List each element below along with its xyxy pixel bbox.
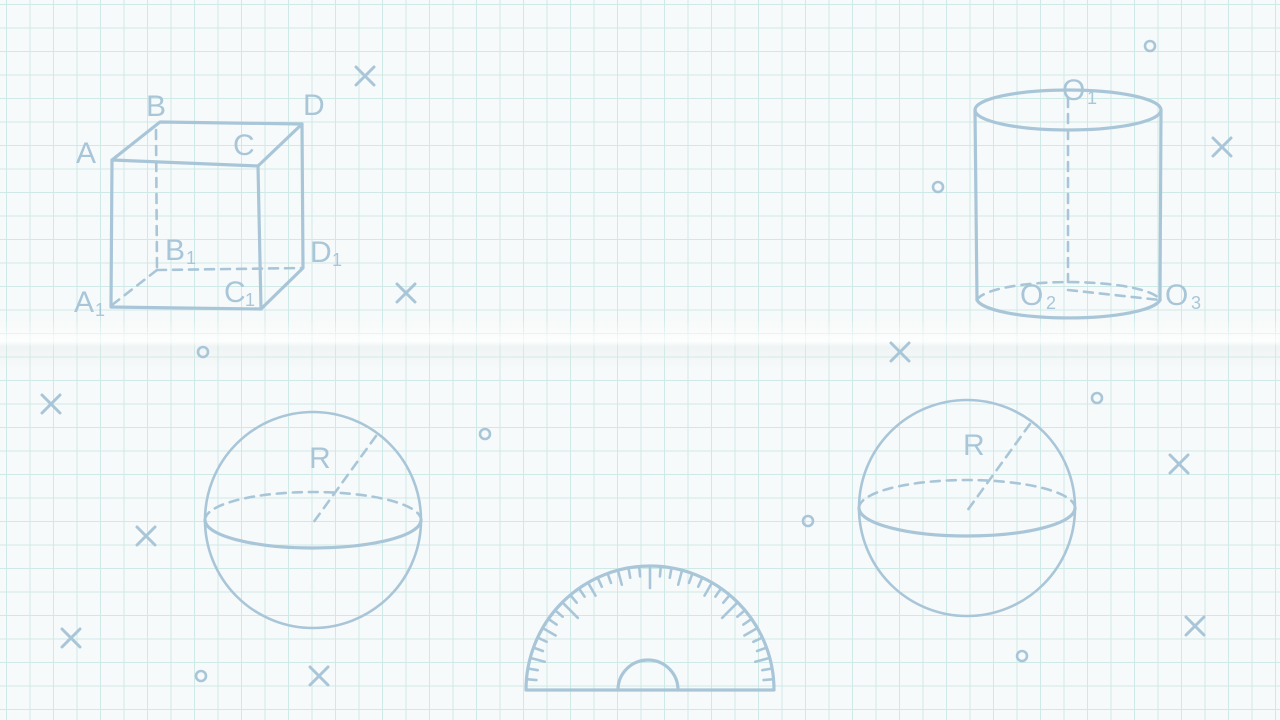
protractor-tick bbox=[568, 593, 579, 605]
protractor-tick bbox=[735, 608, 747, 619]
protractor-tick bbox=[547, 617, 558, 626]
cylinder-label-o2-sub: 2 bbox=[1046, 293, 1056, 313]
protractor-tick bbox=[676, 568, 684, 587]
cylinder-label-o2: O bbox=[1020, 279, 1043, 312]
cube-label-a: A bbox=[76, 137, 96, 170]
protractor-tick bbox=[703, 581, 714, 597]
cube-label-d: D bbox=[303, 89, 325, 122]
cube-label-a1: A bbox=[74, 286, 94, 319]
protractor-tick bbox=[586, 581, 597, 597]
cube-label-c1-sub: 1 bbox=[245, 290, 255, 310]
protractor-tick bbox=[528, 656, 547, 664]
protractor-tick bbox=[760, 667, 774, 672]
cube-label-d1: D bbox=[310, 236, 332, 269]
protractor-tick bbox=[532, 646, 545, 653]
protractor-tick bbox=[553, 608, 565, 619]
protractor-tick bbox=[596, 576, 604, 589]
protractor-tick bbox=[714, 587, 723, 598]
protractor-tick bbox=[753, 656, 772, 664]
cube-label-b: B bbox=[146, 90, 166, 123]
protractor-tick bbox=[742, 617, 753, 626]
decorative-crosses bbox=[40, 65, 1233, 687]
cylinder-drawing: O 1 O 2 O 3 bbox=[973, 74, 1201, 320]
protractor-tick bbox=[762, 677, 775, 682]
protractor-tick bbox=[560, 600, 580, 620]
protractor-drawing bbox=[524, 564, 776, 692]
cube-label-b1: B bbox=[165, 234, 185, 267]
cylinder-label-o3: O bbox=[1165, 279, 1188, 312]
sphere-right-drawing: R bbox=[857, 398, 1077, 618]
cube-label-c1: C bbox=[224, 276, 246, 309]
protractor-tick bbox=[720, 600, 740, 620]
sphere-right-radius-label: R bbox=[963, 429, 985, 462]
protractor-tick bbox=[687, 572, 694, 585]
cylinder-label-o1: O bbox=[1062, 74, 1085, 107]
protractor-ticks bbox=[525, 564, 775, 682]
cube-drawing: A B C D A 1 B 1 C 1 D 1 bbox=[74, 89, 342, 320]
protractor-tick bbox=[616, 568, 624, 587]
cube-label-c: C bbox=[233, 129, 255, 162]
protractor-tick bbox=[743, 626, 759, 637]
cube-label-d1-sub: 1 bbox=[332, 250, 342, 270]
protractor-tick bbox=[637, 565, 642, 578]
cube-label-b1-sub: 1 bbox=[186, 248, 196, 268]
decorative-circles bbox=[194, 39, 1157, 683]
sphere-left-radius-label: R bbox=[309, 442, 331, 475]
sphere-left-drawing: R bbox=[203, 410, 423, 630]
protractor-tick bbox=[668, 566, 673, 580]
protractor-tick bbox=[606, 572, 613, 585]
cube-label-a1-sub: 1 bbox=[95, 300, 105, 320]
cylinder-label-o3-sub: 3 bbox=[1191, 293, 1201, 313]
protractor-tick bbox=[751, 636, 764, 644]
protractor-tick bbox=[541, 626, 557, 637]
protractor-tick bbox=[536, 636, 549, 644]
protractor-tick bbox=[658, 565, 663, 578]
protractor-tick bbox=[525, 677, 538, 682]
protractor-tick bbox=[526, 667, 540, 672]
protractor-tick bbox=[696, 576, 704, 589]
cylinder-label-o1-sub: 1 bbox=[1087, 88, 1097, 108]
protractor-tick bbox=[577, 587, 586, 598]
protractor-tick bbox=[721, 593, 732, 605]
protractor-tick bbox=[755, 646, 768, 653]
protractor-tick bbox=[627, 566, 632, 580]
